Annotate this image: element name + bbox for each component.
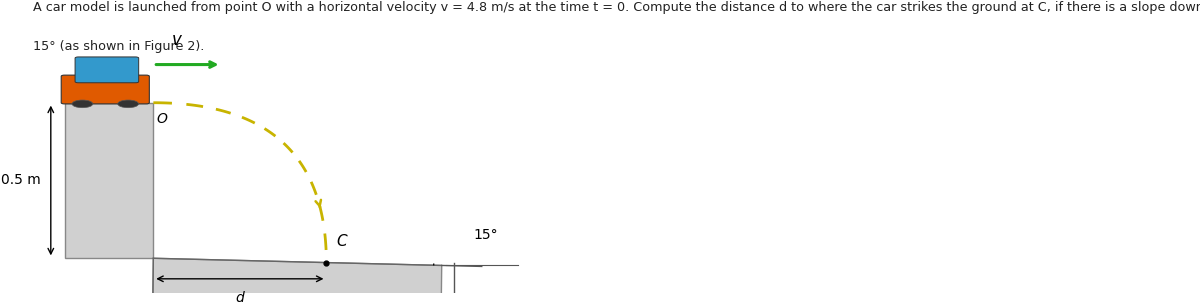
- FancyBboxPatch shape: [61, 75, 149, 104]
- FancyBboxPatch shape: [76, 57, 139, 83]
- Text: 0.5 m: 0.5 m: [1, 174, 41, 188]
- Text: C: C: [336, 234, 347, 249]
- Text: v: v: [173, 32, 182, 50]
- Text: 15°: 15°: [474, 228, 498, 242]
- Polygon shape: [152, 258, 442, 304]
- Text: A car model is launched from point O with a horizontal velocity v = 4.8 m/s at t: A car model is launched from point O wit…: [34, 2, 1200, 15]
- Text: O: O: [156, 112, 168, 126]
- Polygon shape: [65, 103, 154, 258]
- Circle shape: [72, 100, 92, 108]
- Text: 15° (as shown in Figure 2).: 15° (as shown in Figure 2).: [34, 40, 204, 53]
- Text: d: d: [235, 291, 245, 304]
- Circle shape: [118, 100, 138, 108]
